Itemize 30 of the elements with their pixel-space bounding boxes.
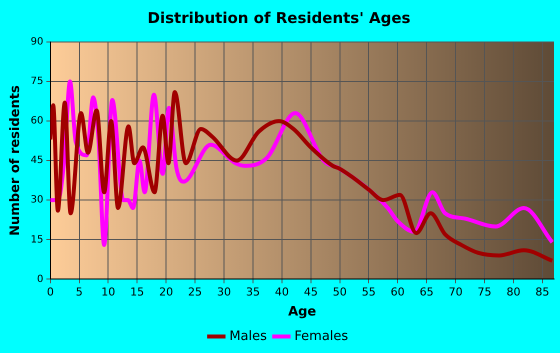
x-tick-label: 15 xyxy=(130,286,144,299)
chart-title: Distribution of Residents' Ages xyxy=(148,8,411,27)
y-tick-label: 75 xyxy=(30,76,44,88)
x-tick-label: 25 xyxy=(188,286,202,299)
x-axis-title: Age xyxy=(288,304,316,320)
x-tick-label: 10 xyxy=(101,286,116,299)
x-tick-label: 85 xyxy=(535,286,550,299)
x-tick-label: 75 xyxy=(478,286,492,299)
y-axis-title: Number of residents xyxy=(8,85,24,236)
y-tick-label: 45 xyxy=(30,155,44,166)
y-tick-label: 60 xyxy=(30,116,44,127)
y-tick-label: 90 xyxy=(30,36,44,48)
x-tick-label: 20 xyxy=(159,286,174,299)
x-tick-label: 40 xyxy=(274,286,289,299)
x-tick-label: 30 xyxy=(217,286,232,299)
legend-label: Females xyxy=(294,328,348,344)
x-tick-label: 35 xyxy=(246,286,260,299)
x-tick-label: 5 xyxy=(76,286,83,299)
y-tick-label: 15 xyxy=(30,234,44,246)
x-tick-label: 50 xyxy=(332,286,347,299)
x-tick-label: 80 xyxy=(506,286,520,299)
x-tick-label: 55 xyxy=(362,286,376,299)
legend-label: Males xyxy=(229,328,268,344)
y-tick-label: 30 xyxy=(30,194,44,206)
x-tick-label: 60 xyxy=(390,286,405,299)
y-tick-label: 0 xyxy=(36,274,44,285)
x-tick-label: 70 xyxy=(448,286,463,299)
x-tick-label: 45 xyxy=(304,286,318,299)
x-tick-label: 65 xyxy=(420,286,434,299)
x-tick-label: 0 xyxy=(46,286,54,299)
